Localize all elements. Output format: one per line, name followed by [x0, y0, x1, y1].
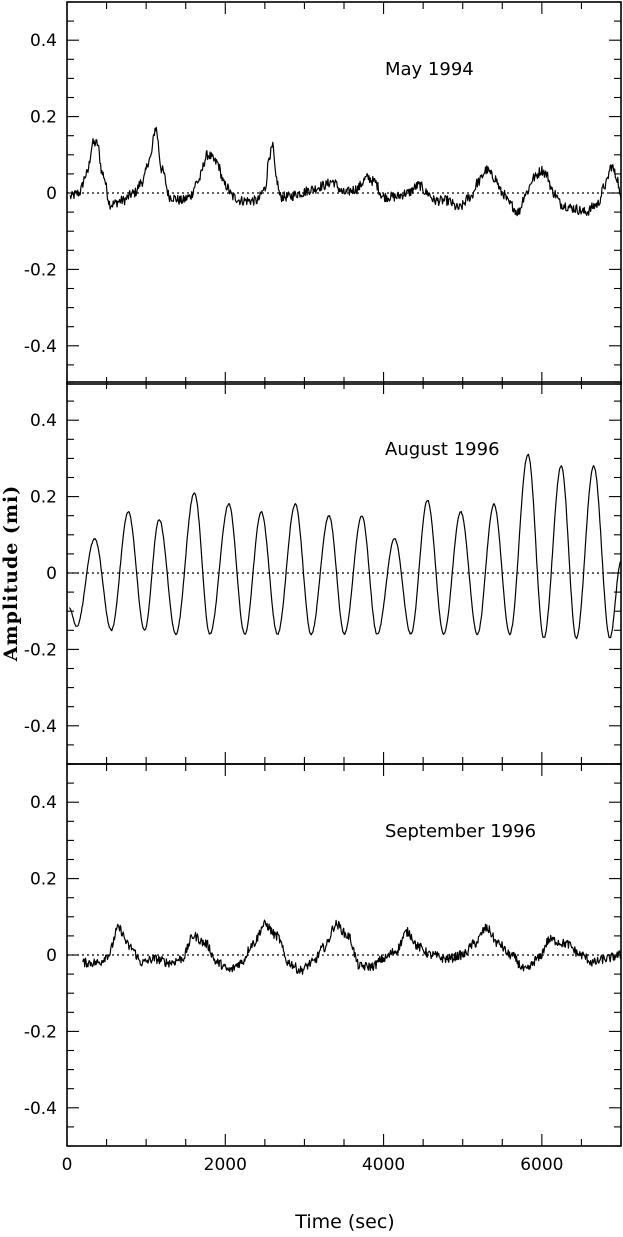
panel-3: 0.4 0.2 0 -0.2 -0.4 September 1996	[24, 763, 622, 1147]
x-tick-label: 4000	[362, 1155, 405, 1175]
panel-2: 0.4 0.2 0 -0.2 -0.4 August 1996	[24, 381, 622, 765]
y-tick-label: 0.2	[30, 488, 57, 508]
y-tick-label: 0.4	[30, 793, 57, 813]
y-tick-label: 0.2	[30, 870, 57, 890]
y-tick-label: 0	[46, 946, 57, 966]
x-tick-label: 0	[62, 1155, 73, 1175]
x-tick-labels: 0 2000 4000 6000	[62, 1155, 564, 1175]
panels: 0.4 0.2 0 -0.2 -0.4 May 1994 0.4 0.2 0 -0.2 -0.4 Au…	[24, 1, 622, 1147]
panel-title: August 1996	[385, 439, 500, 460]
x-axis-label: Time (sec)	[294, 1211, 394, 1233]
series-line	[68, 453, 622, 640]
y-axis-label: Amplitude (mi)	[0, 485, 22, 662]
x-tick-label: 2000	[204, 1155, 247, 1175]
panel-title: May 1994	[385, 59, 474, 80]
y-tick-label: -0.4	[24, 337, 57, 357]
y-tick-label: -0.2	[24, 640, 57, 660]
y-tick-label: -0.4	[24, 717, 57, 737]
series-line	[82, 919, 622, 975]
series-line	[69, 126, 622, 217]
y-tick-label: 0	[46, 564, 57, 584]
y-tick-label: -0.4	[24, 1099, 57, 1119]
y-tick-label: -0.2	[24, 260, 57, 280]
y-tick-label: -0.2	[24, 1022, 57, 1042]
y-tick-label: 0.2	[30, 108, 57, 128]
x-tick-label: 6000	[520, 1155, 563, 1175]
y-tick-label: 0.4	[30, 411, 57, 431]
y-tick-label: 0.4	[30, 31, 57, 51]
panel-1: 0.4 0.2 0 -0.2 -0.4 May 1994	[24, 1, 622, 385]
y-tick-label: 0	[46, 184, 57, 204]
panel-title: September 1996	[385, 821, 536, 842]
